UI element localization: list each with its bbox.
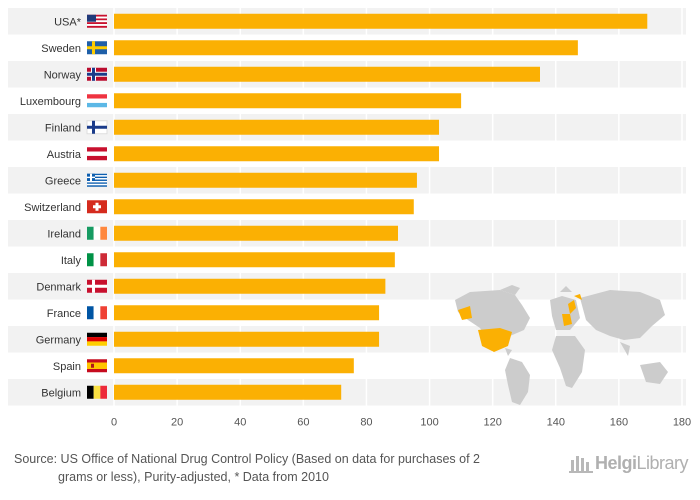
category-label: Germany [36, 334, 82, 346]
category-label: France [47, 308, 81, 320]
flags [86, 14, 108, 399]
map-highlight-country [562, 314, 572, 326]
greece-flag-icon [87, 173, 107, 187]
logo-text-helgi: Helgi [594, 452, 637, 473]
bars [114, 13, 648, 400]
bar [114, 66, 540, 82]
italy-flag-icon [87, 253, 107, 267]
bar-chart: USA* Sweden Norway Luxembourg Finland Austria… [8, 8, 691, 429]
bar [114, 358, 354, 374]
category-label: Italy [61, 255, 82, 267]
category-label: Greece [45, 175, 81, 187]
category-label: Luxembourg [20, 96, 81, 108]
map-highlight-country [458, 306, 472, 320]
category-label: Norway [44, 69, 82, 81]
spain-flag-icon [87, 359, 107, 373]
category-label: USA* [54, 16, 82, 28]
category-labels: USA* Sweden Norway Luxembourg Finland Austria… [20, 16, 82, 399]
map-landmass [505, 348, 512, 356]
germany-flag-icon [87, 332, 107, 346]
category-label: Finland [45, 122, 81, 134]
ireland-flag-icon [87, 226, 107, 240]
map-landmass [455, 290, 530, 345]
category-label: Spain [53, 361, 81, 373]
map-landmass [505, 358, 530, 405]
row-band [8, 379, 686, 406]
chart-area: USA* Sweden Norway Luxembourg Finland Austria… [8, 8, 691, 429]
finland-flag-icon [86, 120, 108, 135]
category-label: Ireland [47, 228, 81, 240]
denmark-flag-icon [87, 279, 107, 293]
map-highlight-country [568, 300, 576, 314]
category-label: Sweden [41, 43, 81, 55]
bar [114, 172, 417, 188]
category-label: Switzerland [24, 202, 81, 214]
x-tick-label: 0 [111, 417, 117, 429]
luxembourg-flag-icon [87, 94, 107, 108]
bar [114, 199, 414, 215]
bar [114, 384, 342, 400]
sweden-flag-icon [87, 41, 107, 55]
bar [114, 225, 398, 241]
belgium-flag-icon [87, 385, 107, 399]
map-landmass [552, 336, 585, 388]
map-landmass [640, 362, 668, 384]
x-tick-label: 40 [234, 417, 246, 429]
us-flag-icon [87, 14, 107, 28]
x-tick-labels: 0 20 40 60 80 100 120 140 160 180 [111, 417, 691, 429]
x-tick-label: 140 [547, 417, 565, 429]
bar [114, 146, 440, 162]
bar [114, 278, 386, 294]
x-tick-label: 100 [420, 417, 438, 429]
helgi-logo-icon [568, 456, 593, 473]
map-highlight-country [478, 328, 512, 352]
source-note: Source: US Office of National Drug Contr… [14, 450, 559, 486]
bar [114, 93, 462, 109]
world-map-icon [455, 285, 668, 405]
source-line-1: Source: US Office of National Drug Contr… [14, 452, 480, 466]
x-tick-label: 180 [673, 417, 691, 429]
x-tick-label: 60 [297, 417, 309, 429]
helgi-library-logo: Helgi Library [568, 452, 688, 474]
category-label: Austria [47, 149, 82, 161]
category-label: Denmark [36, 281, 81, 293]
map-landmass [500, 285, 520, 295]
map-landmass [620, 342, 630, 356]
category-label: Belgium [41, 387, 81, 399]
x-tick-label: 80 [360, 417, 372, 429]
switzerland-flag-icon [87, 200, 107, 214]
map-highlight-country [574, 294, 582, 300]
bar [114, 40, 578, 56]
bar [114, 305, 380, 321]
x-tick-label: 160 [610, 417, 628, 429]
x-tick-label: 20 [171, 417, 183, 429]
austria-flag-icon [87, 147, 107, 161]
source-line-2: grams or less), Purity-adjusted, * Data … [58, 470, 329, 484]
logo-text-library: Library [636, 452, 688, 473]
bar [114, 252, 395, 268]
map-landmass [580, 290, 665, 340]
bar [114, 13, 648, 29]
bar [114, 119, 440, 135]
norway-flag-icon [87, 67, 107, 81]
x-tick-label: 120 [483, 417, 501, 429]
france-flag-icon [87, 306, 107, 320]
bar [114, 331, 380, 347]
map-landmass [560, 286, 572, 292]
